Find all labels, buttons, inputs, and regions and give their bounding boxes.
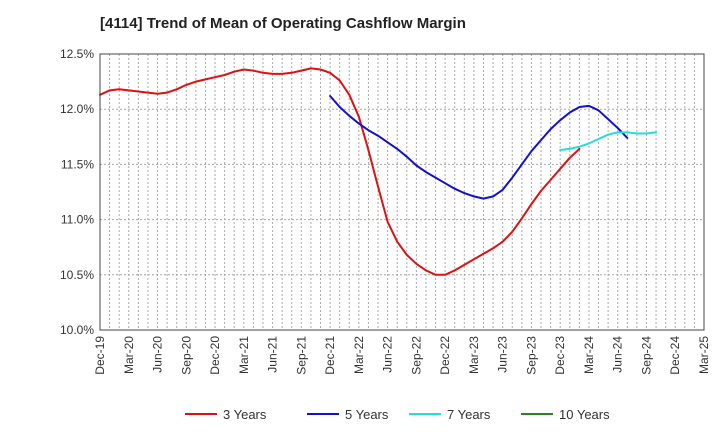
- series-line-3-years: [99, 67, 581, 276]
- x-tick-label: Jun-21: [266, 336, 280, 373]
- x-tick-label: Mar-21: [237, 336, 251, 374]
- x-tick-label: Sep-23: [524, 336, 538, 375]
- y-tick-label: 12.5%: [60, 47, 94, 61]
- y-tick-label: 11.0%: [61, 213, 94, 227]
- x-axis-ticks: Dec-19 Mar-20 Jun-20 Sep-20 Dec-20 Mar-21 Jun-…: [93, 336, 711, 375]
- legend-label: 7 Years: [447, 407, 491, 422]
- plot-border: [99, 53, 705, 331]
- x-tick-label: Dec-22: [438, 336, 452, 375]
- y-tick-label: 10.5%: [60, 268, 94, 282]
- legend-label: 10 Years: [559, 407, 610, 422]
- x-tick-label: Dec-21: [323, 336, 337, 375]
- x-tick-label: Sep-24: [639, 336, 653, 375]
- y-tick-label: 12.0%: [60, 102, 94, 116]
- x-tick-label: Sep-21: [294, 336, 308, 375]
- x-tick-label: Mar-24: [582, 336, 596, 374]
- x-tick-label: Jun-23: [496, 336, 510, 373]
- x-tick-label: Mar-25: [697, 336, 711, 374]
- x-tick-label: Mar-20: [122, 336, 136, 374]
- x-tick-label: Jun-20: [151, 336, 165, 373]
- x-tick-label: Mar-23: [467, 336, 481, 374]
- y-axis-ticks: 10.0% 10.5% 11.0% 11.5% 12.0% 12.5%: [60, 47, 94, 337]
- chart-title: [4114] Trend of Mean of Operating Cashfl…: [100, 15, 466, 32]
- series-line-5-years: [329, 95, 629, 200]
- series-lines: [99, 67, 658, 276]
- y-tick-label: 10.0%: [60, 323, 94, 337]
- legend-label: 5 Years: [345, 407, 389, 422]
- x-tick-label: Jun-24: [611, 336, 625, 373]
- x-tick-label: Dec-19: [93, 336, 107, 375]
- legend: 3 Years 5 Years 7 Years 10 Years: [185, 407, 610, 422]
- x-tick-label: Sep-20: [179, 336, 193, 375]
- x-tick-label: Jun-22: [381, 336, 395, 373]
- x-tick-label: Dec-23: [553, 336, 567, 375]
- y-tick-label: 11.5%: [61, 157, 94, 171]
- x-tick-label: Dec-20: [208, 336, 222, 375]
- legend-label: 3 Years: [223, 407, 267, 422]
- x-tick-label: Sep-22: [409, 336, 423, 375]
- x-tick-label: Mar-22: [352, 336, 366, 374]
- x-tick-label: Dec-24: [668, 336, 682, 375]
- plot-area: [100, 54, 704, 330]
- series-line-7-years: [559, 131, 658, 151]
